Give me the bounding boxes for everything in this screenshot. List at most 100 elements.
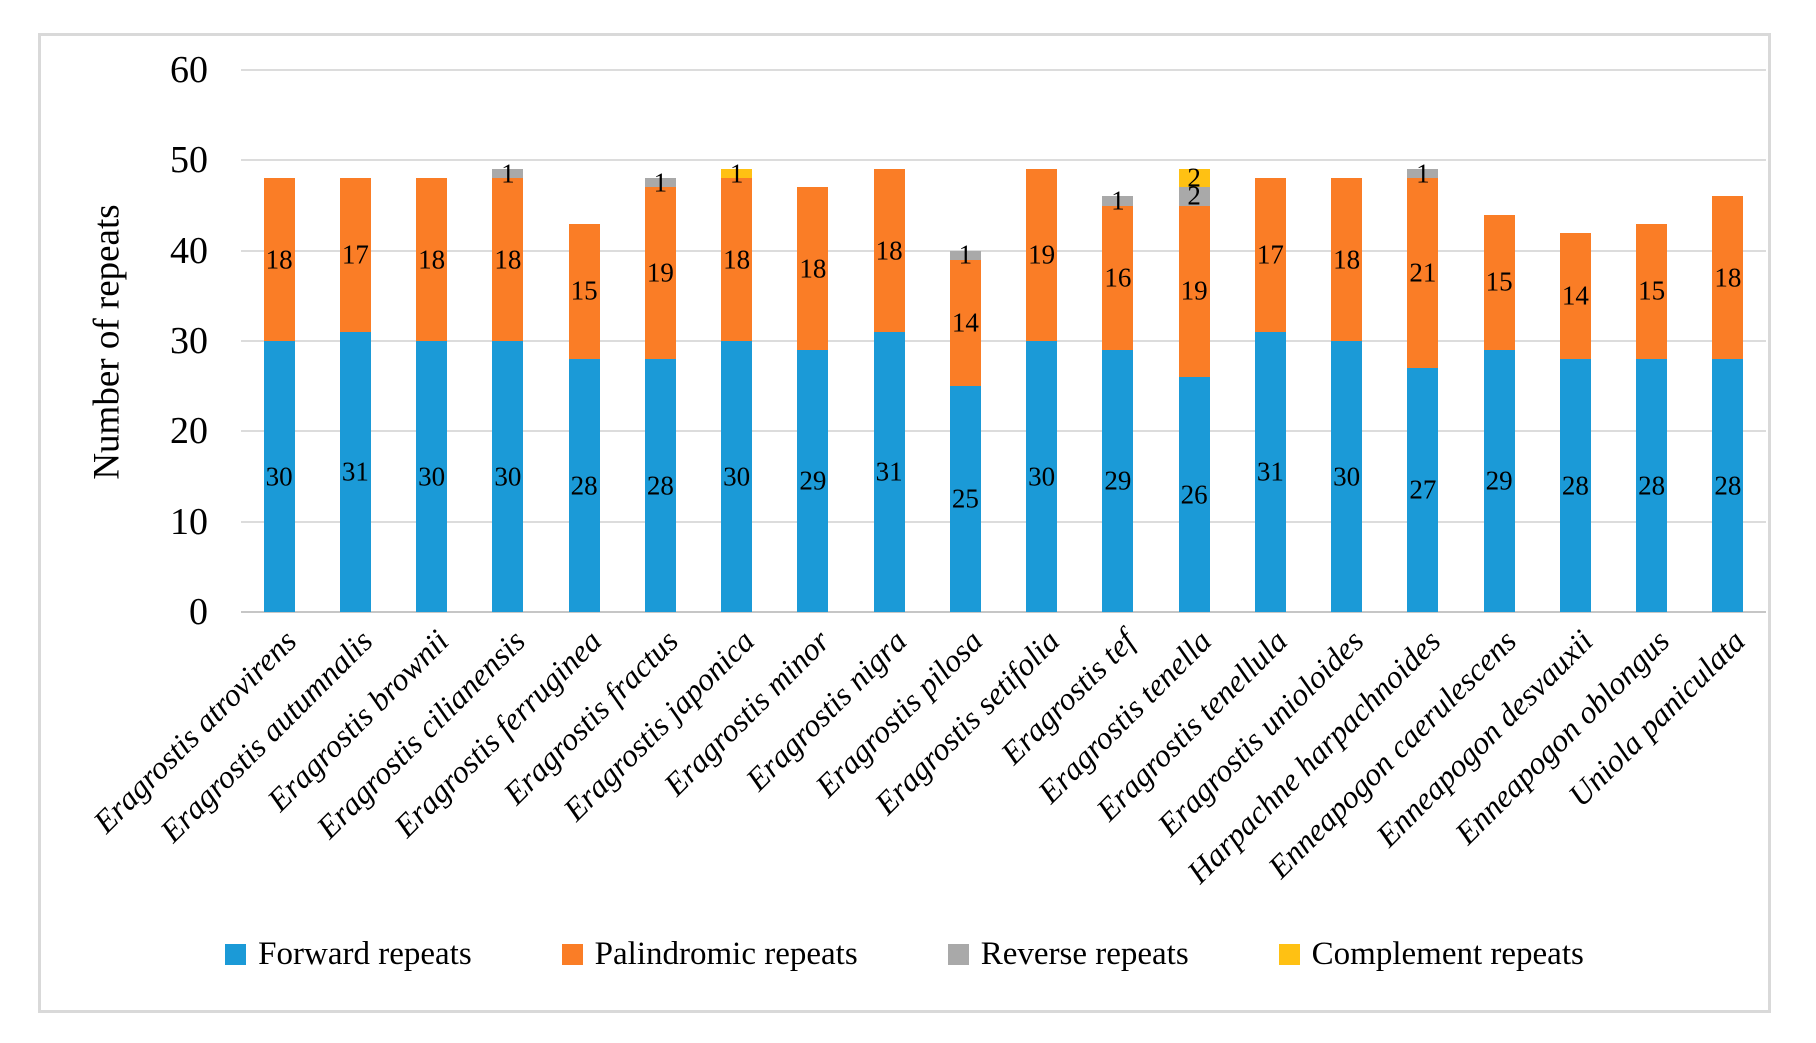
data-label: 19 — [1180, 275, 1208, 306]
legend-swatch-reverse — [947, 943, 969, 965]
bar-segment-forward: 28 — [1636, 359, 1668, 612]
legend-label: Reverse repeats — [980, 936, 1189, 972]
bar-segment-reverse: 1 — [1407, 160, 1439, 187]
bar-segment-palindromic: 19 — [1178, 205, 1210, 378]
data-label: 30 — [1028, 461, 1056, 491]
bar-segment-reverse: 1 — [1102, 187, 1134, 214]
legend-label: Forward repeats — [258, 936, 472, 972]
bar-segment-palindromic: 15 — [568, 223, 600, 360]
bar-segment-forward: 31 — [873, 331, 905, 612]
bar-segment-forward: 28 — [1559, 359, 1591, 612]
data-label: 31 — [1256, 456, 1284, 487]
bar-segment-palindromic: 15 — [1636, 223, 1668, 360]
stacked-bar: 28 18 — [1712, 196, 1744, 612]
category-slot: 29 18 Eragrostis minor — [657, 70, 851, 802]
data-label: 17 — [341, 239, 369, 270]
data-label: 1 — [729, 158, 744, 189]
gridline-50 — [241, 159, 1766, 162]
plot-area: 30 18 Eragrostis atrovirens 31 17 Eragrostis … — [86, 69, 1766, 890]
stacked-bar: 28 15 — [568, 223, 600, 612]
chart-legend: Forward repeats Palindromic repeats Revers… — [41, 936, 1768, 972]
data-label: 30 — [494, 461, 522, 491]
gridline-40 — [241, 249, 1766, 252]
category-slot: 31 17 Eragrostis tenellula — [1089, 70, 1308, 828]
data-label: 1 — [958, 239, 973, 270]
data-label: 21 — [1409, 257, 1437, 288]
bar-segment-palindromic: 14 — [1559, 232, 1591, 360]
data-label: 18 — [1333, 244, 1361, 275]
y-axis-tick-label: 0 — [189, 591, 208, 633]
data-label: 15 — [1485, 266, 1513, 297]
bar-segment-forward: 30 — [416, 341, 448, 612]
data-label: 18 — [799, 253, 827, 284]
data-label: 18 — [1714, 262, 1742, 293]
bar-segment-reverse: 1 — [492, 160, 524, 187]
stacked-bar: 30 18 — [416, 178, 448, 612]
category-slot: 29 16 1 Eragrostis tef — [993, 70, 1156, 771]
stacked-bar: 28 15 — [1636, 223, 1668, 612]
stacked-bar: 31 17 — [1254, 178, 1286, 612]
stacked-bar: 25 14 1 — [949, 241, 981, 612]
y-axis-tick-label: 50 — [170, 139, 208, 182]
gridline-30 — [241, 340, 1766, 342]
bar-segment-palindromic: 18 — [263, 178, 295, 341]
data-label: 17 — [1256, 239, 1284, 270]
category-slot: 25 14 1 Eragrostis pilosa — [808, 70, 1003, 804]
gridline-0 — [241, 611, 1766, 613]
stacked-bar: 30 18 1 — [492, 160, 524, 612]
data-label: 29 — [1104, 465, 1132, 496]
legend-item-complement: Complement repeats — [1278, 936, 1584, 972]
category-slot: 31 18 Eragrostis nigra — [738, 70, 927, 797]
stacked-bar: 28 14 — [1559, 232, 1591, 612]
data-label: 15 — [1638, 275, 1666, 306]
stacked-bar: 31 17 — [339, 178, 371, 612]
bar-segment-reverse: 1 — [949, 241, 981, 268]
data-label: 2 — [1187, 180, 1201, 211]
bar-segment-palindromic: 18 — [797, 187, 829, 351]
category-slot: 29 15 Enneapogon caerulescens — [1261, 70, 1537, 885]
bar-segment-forward: 31 — [1254, 331, 1286, 612]
stacked-bar: 29 16 1 — [1102, 187, 1134, 612]
bar-segment-forward: 26 — [1178, 377, 1210, 612]
bar-segment-complement: 2 — [1178, 164, 1210, 191]
stacked-bar: 28 19 1 — [644, 169, 676, 612]
data-label: 28 — [1561, 470, 1589, 501]
category-slot: 28 19 1 Eragrostis fractus — [496, 70, 698, 811]
gridline-20 — [241, 430, 1766, 433]
bar-segment-palindromic: 19 — [1026, 169, 1058, 341]
bar-segment-forward: 30 — [263, 341, 295, 612]
legend-swatch-forward — [225, 943, 247, 965]
bar-segment-forward: 29 — [1483, 350, 1515, 612]
category-slot: 28 14 Enneapogon desvauxii — [1368, 70, 1613, 854]
legend-label: Palindromic repeats — [594, 936, 858, 972]
data-label: 25 — [951, 483, 979, 514]
legend-label: Complement repeats — [1311, 936, 1584, 972]
data-label: 14 — [951, 307, 979, 338]
chart-frame: Number of repeats 30 18 Eragrostis atrovir… — [38, 33, 1771, 1013]
stacked-bar: 31 18 — [873, 169, 905, 612]
bar-segment-forward: 31 — [339, 331, 371, 612]
stacked-bar: 27 21 1 — [1407, 160, 1439, 612]
category-slot: 28 18 Uniola paniculata — [1561, 70, 1766, 813]
data-label: 29 — [799, 465, 827, 496]
bar-segment-complement: 1 — [721, 160, 753, 187]
y-axis-tick-label: 40 — [170, 229, 208, 272]
data-label: 30 — [723, 461, 751, 491]
legend-item-palindromic: Palindromic repeats — [561, 936, 858, 972]
bar-segment-palindromic: 17 — [1254, 178, 1286, 332]
y-axis-tick-label: 20 — [170, 410, 208, 453]
bar-segment-forward: 29 — [797, 350, 829, 612]
gridline-10 — [241, 520, 1766, 523]
bar-segment-forward: 29 — [1102, 350, 1134, 612]
bar-segment-palindromic: 18 — [1331, 178, 1363, 341]
data-label: 15 — [570, 275, 598, 306]
category-slot: 31 17 Eragrostis autumnalis — [153, 70, 393, 849]
data-label: 28 — [1714, 470, 1742, 501]
category-slot: 28 15 Eragrostis ferruginea — [387, 70, 622, 844]
bar-segment-palindromic: 18 — [873, 169, 905, 332]
y-axis-tick-label: 30 — [170, 320, 208, 362]
data-label: 1 — [501, 158, 515, 189]
category-slot: 27 21 1 Harpachne harpachnoides — [1180, 70, 1461, 890]
bar-segment-palindromic: 18 — [416, 178, 448, 341]
data-label: 26 — [1180, 479, 1208, 510]
